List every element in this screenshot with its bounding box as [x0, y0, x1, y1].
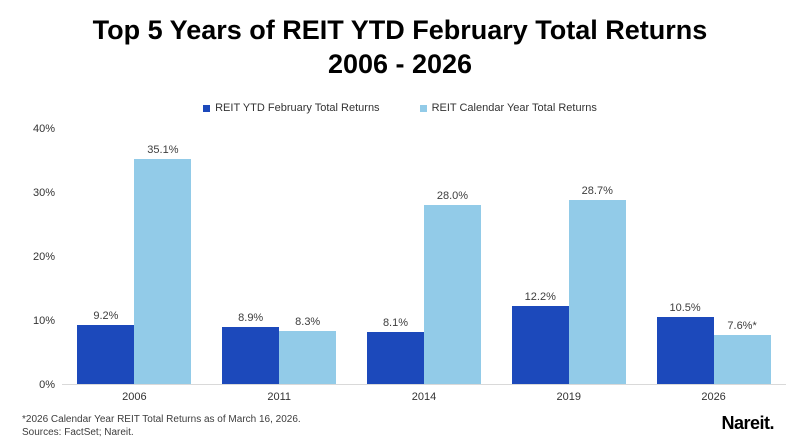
nareit-logo: Nareit. [721, 413, 774, 433]
bar-value-label: 8.9% [238, 312, 264, 325]
y-tick-label: 20% [32, 251, 55, 263]
bar-2014-ytd-february [366, 332, 424, 384]
bar-2011-ytd-february [222, 327, 280, 384]
footnote-line2: Sources: FactSet; Nareit. [22, 427, 134, 438]
bar-value-label: 9.2% [93, 310, 119, 323]
bar-2019-ytd-february [511, 305, 569, 384]
bar-slot: 28.7% [568, 185, 626, 384]
legend-item-1: REIT Calendar Year Total Returns [419, 102, 597, 114]
legend-swatch-icon [203, 104, 211, 112]
legend-swatch-icon [419, 104, 427, 112]
bar-slot: 28.0% [423, 189, 481, 384]
x-category-label: 2011 [267, 391, 292, 403]
bar-group-2026: 10.5% 7.6%* 2026 [656, 129, 771, 403]
x-category-label: 2026 [701, 391, 726, 403]
bar-slot: 9.2% [77, 310, 135, 384]
bar-slot: 7.6%* [713, 320, 771, 384]
bar-2014-calendar-year [423, 204, 481, 384]
plot-area: 9.2% 35.1% 2006 8.9% 8.3% 2011 8.1% 28.0% 2014 12… [62, 129, 786, 403]
bar-value-label: 28.0% [436, 189, 469, 202]
bar-value-label: 12.2% [524, 290, 556, 303]
y-tick-label: 40% [32, 123, 55, 135]
bar-slot: 8.9% [222, 312, 280, 384]
legend-item-0: REIT YTD February Total Returns [203, 102, 380, 114]
legend-label: REIT YTD February Total Returns [215, 102, 380, 114]
bar-slot: 8.1% [366, 317, 424, 384]
bar-value-label: 8.3% [295, 315, 321, 328]
bar-group-2011: 8.9% 8.3% 2011 [222, 129, 337, 403]
y-tick-label: 30% [32, 187, 55, 199]
y-axis: 0% 10% 20% 30% 40% [0, 123, 55, 391]
bar-2019-calendar-year [568, 200, 626, 384]
bar-2006-ytd-february [77, 325, 135, 384]
bar-2006-calendar-year [134, 159, 192, 384]
y-tick-label: 0% [39, 379, 55, 391]
bar-slot: 10.5% [656, 301, 714, 384]
footnote-line1: *2026 Calendar Year REIT Total Returns a… [22, 414, 301, 425]
bar-value-label: 8.1% [382, 317, 409, 330]
x-category-label: 2019 [556, 391, 582, 403]
bar-value-label: 7.6%* [727, 320, 757, 333]
bar-value-label: 28.7% [581, 185, 613, 198]
chart-title-line2: 2006 - 2026 [327, 49, 473, 79]
bar-value-label: 10.5% [669, 301, 701, 314]
footnote: *2026 Calendar Year REIT Total Returns a… [22, 413, 301, 439]
y-tick-label: 10% [32, 315, 55, 327]
chart-title-line1: Top 5 Years of REIT YTD February Total R… [92, 15, 708, 45]
bar-2011-calendar-year [279, 330, 337, 384]
bar-2026-ytd-february [656, 316, 714, 384]
legend-label: REIT Calendar Year Total Returns [431, 102, 597, 114]
bar-group-2014: 8.1% 28.0% 2014 [366, 129, 481, 403]
bar-group-2019: 12.2% 28.7% 2019 [511, 129, 626, 403]
chart-legend: REIT YTD February Total Returns REIT Cale… [0, 102, 800, 114]
bar-slot: 35.1% [134, 144, 192, 384]
x-category-label: 2014 [411, 391, 437, 403]
bar-group-2006: 9.2% 35.1% 2006 [77, 129, 192, 403]
bar-2026-calendar-year [713, 335, 771, 384]
x-category-label: 2006 [122, 391, 147, 403]
chart-title: Top 5 Years of REIT YTD February Total R… [0, 13, 800, 81]
bar-slot: 8.3% [279, 315, 337, 384]
bar-slot: 12.2% [511, 290, 569, 384]
bar-value-label: 35.1% [147, 144, 179, 157]
